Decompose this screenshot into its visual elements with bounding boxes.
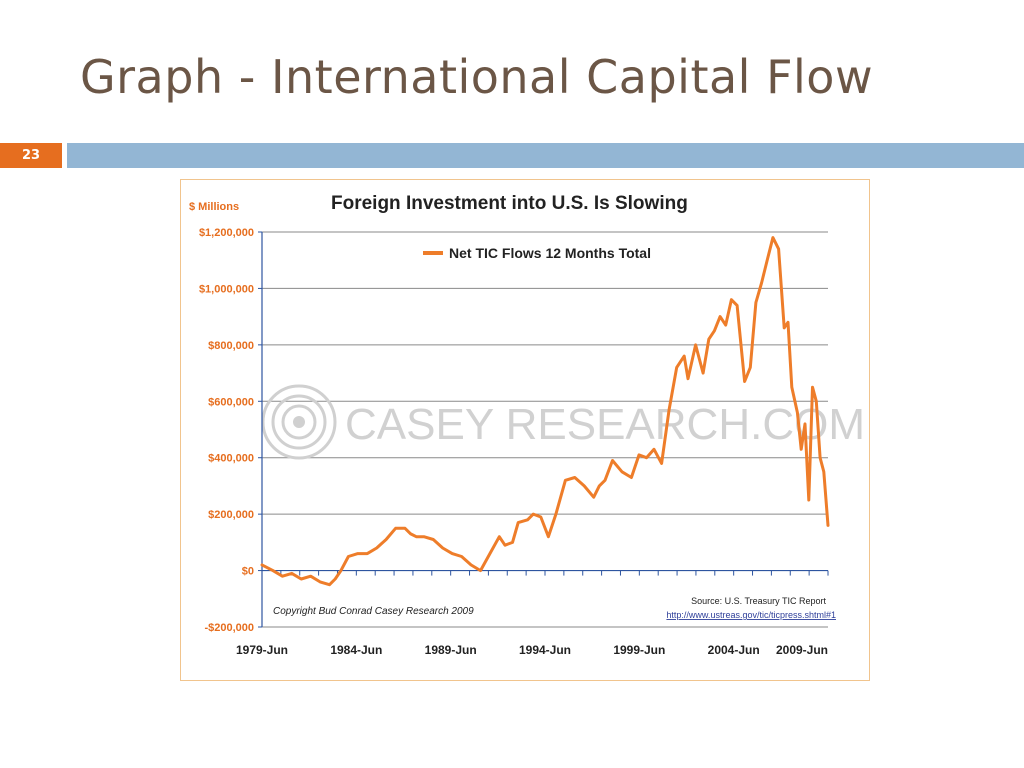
x-tick-label: 2004-Jun (708, 643, 760, 657)
watermark: CASEY RESEARCH.COM (261, 384, 865, 460)
watermark-logo-ring-middle (271, 394, 327, 450)
y-tick-label: $400,000 (208, 453, 254, 465)
y-tick-label: $1,000,000 (199, 283, 254, 295)
series-line-0 (260, 236, 830, 587)
y-tick-label: $600,000 (208, 396, 254, 408)
x-tick-label: 1979-Jun (236, 643, 288, 657)
y-tick-label: $1,200,000 (199, 227, 254, 239)
x-tick-label: 1989-Jun (425, 643, 477, 657)
x-tick-label: 1984-Jun (330, 643, 382, 657)
y-tick-label: -$200,000 (204, 622, 254, 634)
series-layer (260, 236, 830, 587)
y-axis-label: $ Millions (189, 201, 239, 213)
watermark-text: CASEY RESEARCH.COM (345, 400, 865, 449)
chart-frame: CASEY RESEARCH.COM -$200,000 $0 $200,000 $4… (180, 179, 870, 681)
legend-label: Net TIC Flows 12 Months Total (449, 245, 651, 261)
x-tick-label: 1994-Jun (519, 643, 571, 657)
axes: -$200,000 $0 $200,000 $400,000 $600,000 $800,… (199, 227, 829, 657)
slide-title: Graph - International Capital Flow (80, 50, 874, 104)
watermark-logo-ring-outer (261, 384, 337, 460)
title-underline-bar (67, 143, 1024, 168)
grid-lines (262, 231, 828, 628)
slide-number: 23 (0, 143, 62, 168)
chart-svg: CASEY RESEARCH.COM -$200,000 $0 $200,000 $4… (189, 193, 865, 657)
copyright-note: Copyright Bud Conrad Casey Research 2009 (273, 606, 474, 617)
y-tick-label: $0 (242, 566, 254, 578)
chart-title: Foreign Investment into U.S. Is Slowing (331, 193, 688, 214)
x-tick-label: 2009-Jun (776, 643, 828, 657)
y-tick-label: $800,000 (208, 340, 254, 352)
source-note: Source: U.S. Treasury TIC Report (691, 596, 826, 606)
x-tick-label: 1999-Jun (613, 643, 665, 657)
source-link[interactable]: http://www.ustreas.gov/tic/ticpress.shtm… (666, 610, 836, 620)
y-tick-label: $200,000 (208, 509, 254, 521)
watermark-logo-ring-inner (281, 404, 317, 440)
watermark-logo-center (293, 416, 305, 428)
